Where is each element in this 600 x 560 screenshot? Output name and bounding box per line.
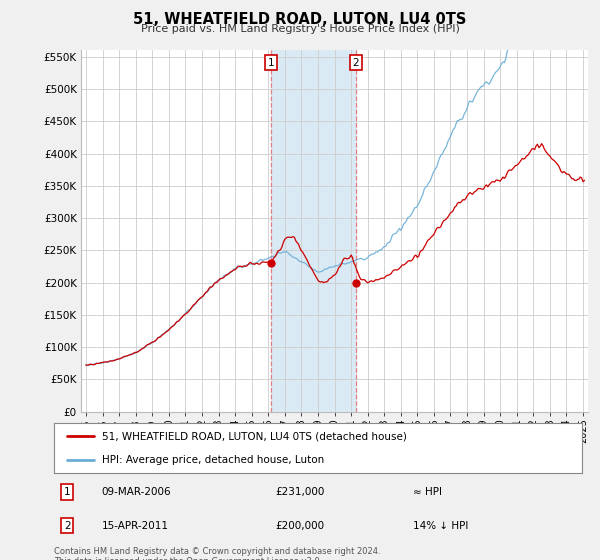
Bar bbox=[271, 50, 356, 412]
Text: Contains HM Land Registry data © Crown copyright and database right 2024.
This d: Contains HM Land Registry data © Crown c… bbox=[54, 547, 380, 560]
Text: ≈ HPI: ≈ HPI bbox=[413, 487, 442, 497]
Text: 15-APR-2011: 15-APR-2011 bbox=[101, 520, 169, 530]
Text: Price paid vs. HM Land Registry's House Price Index (HPI): Price paid vs. HM Land Registry's House … bbox=[140, 24, 460, 34]
Text: £200,000: £200,000 bbox=[276, 520, 325, 530]
Text: 51, WHEATFIELD ROAD, LUTON, LU4 0TS (detached house): 51, WHEATFIELD ROAD, LUTON, LU4 0TS (det… bbox=[101, 431, 406, 441]
Text: 2: 2 bbox=[64, 520, 71, 530]
Text: HPI: Average price, detached house, Luton: HPI: Average price, detached house, Luto… bbox=[101, 455, 324, 465]
Text: 51, WHEATFIELD ROAD, LUTON, LU4 0TS: 51, WHEATFIELD ROAD, LUTON, LU4 0TS bbox=[133, 12, 467, 27]
Text: 09-MAR-2006: 09-MAR-2006 bbox=[101, 487, 171, 497]
Text: 1: 1 bbox=[268, 58, 275, 68]
Text: 14% ↓ HPI: 14% ↓ HPI bbox=[413, 520, 469, 530]
Text: 2: 2 bbox=[353, 58, 359, 68]
Text: £231,000: £231,000 bbox=[276, 487, 325, 497]
Text: 1: 1 bbox=[64, 487, 71, 497]
